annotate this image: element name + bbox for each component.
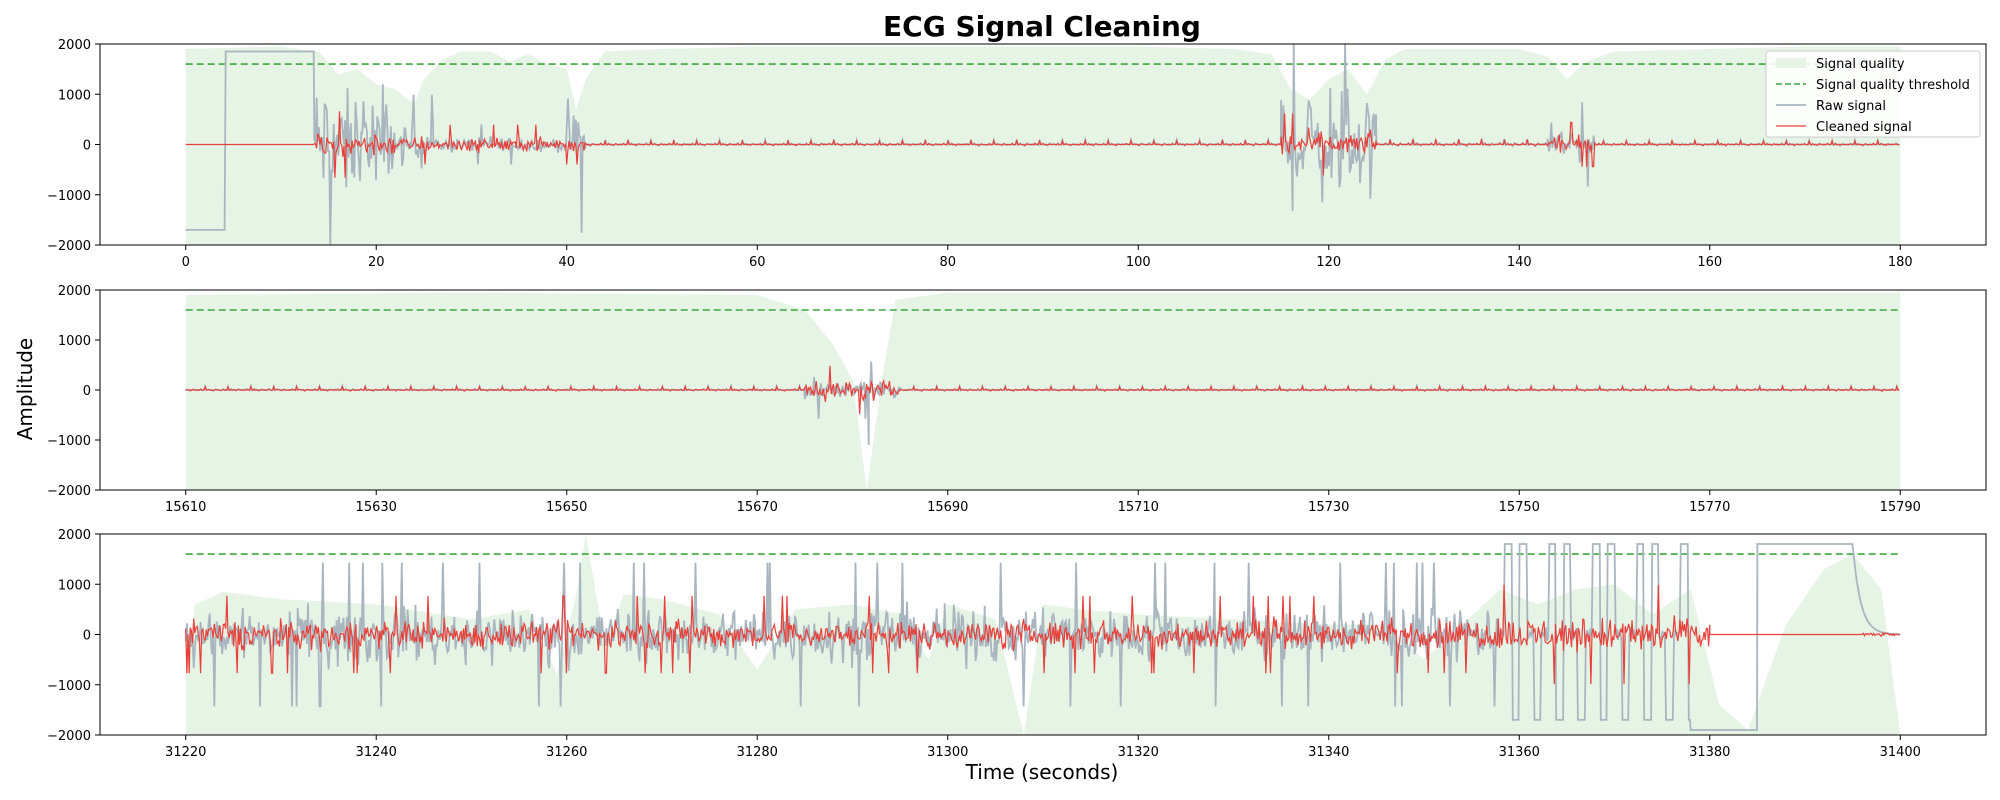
x-tick-label: 180 (1888, 255, 1913, 270)
subplots: 0 20 40 60 80 100 120 140 160 180 −2000 −1000 0 1000 2… (47, 38, 1987, 760)
chart-title: ECG Signal Cleaning (883, 10, 1201, 43)
y-tick-label: 1000 (58, 334, 91, 349)
cleaned-signal-line (185, 584, 1901, 685)
legend-item: Signal quality (1776, 57, 1905, 72)
x-tick-label: 160 (1697, 255, 1722, 270)
x-tick-label: 15670 (737, 500, 778, 515)
y-tick-label: −2000 (47, 239, 91, 254)
x-axis-label: Time (seconds) (965, 760, 1119, 784)
x-tick-label: 15710 (1118, 500, 1159, 515)
x-tick-label: 15610 (165, 500, 206, 515)
x-tick-label: 15730 (1308, 500, 1349, 515)
x-tick-label: 20 (368, 255, 385, 270)
x-tick-label: 80 (939, 255, 956, 270)
legend-label: Raw signal (1816, 99, 1886, 114)
x-tick-label: 31400 (1880, 745, 1921, 760)
y-tick-label: −1000 (47, 434, 91, 449)
y-tick-label: 2000 (58, 528, 91, 543)
signal-quality-area (185, 46, 1901, 245)
signal-quality-area (185, 292, 1901, 490)
cleaned-signal-line (185, 111, 1900, 178)
x-tick-label: 0 (182, 255, 190, 270)
y-tick-label: −1000 (47, 679, 91, 694)
y-tick-label: 2000 (58, 38, 91, 53)
subplot-1: 0 20 40 60 80 100 120 140 160 180 −2000 −1000 0 1000 2… (47, 38, 1987, 270)
x-tick-label: 120 (1316, 255, 1341, 270)
y-axis-label: Amplitude (13, 338, 37, 441)
x-tick-label: 60 (749, 255, 766, 270)
legend-item: Raw signal (1776, 99, 1886, 114)
x-tick-label: 15770 (1689, 500, 1730, 515)
y-tick-label: −2000 (47, 484, 91, 499)
cleaned-signal-line (185, 365, 1900, 415)
subplot-2: 15610 15630 15650 15670 15690 15710 15730 15750… (47, 284, 1987, 515)
x-tick-label: 31280 (737, 745, 778, 760)
y-tick-label: 1000 (58, 578, 91, 593)
x-tick-label: 31380 (1689, 745, 1730, 760)
x-tick-label: 31220 (165, 745, 206, 760)
y-tick-label: 0 (83, 139, 91, 154)
x-tick-label: 31300 (927, 745, 968, 760)
x-tick-label: 31340 (1308, 745, 1349, 760)
y-tick-label: 1000 (58, 88, 91, 103)
y-tick-label: −2000 (47, 729, 91, 744)
x-tick-label: 100 (1126, 255, 1151, 270)
x-tick-label: 31260 (546, 745, 587, 760)
legend-label: Signal quality (1816, 57, 1905, 72)
legend-item: Cleaned signal (1776, 120, 1912, 135)
x-tick-label: 31240 (356, 745, 397, 760)
x-tick-label: 15650 (546, 500, 587, 515)
y-tick-label: −1000 (47, 189, 91, 204)
legend-item: Signal quality threshold (1776, 78, 1970, 93)
x-tick-label: 15630 (356, 500, 397, 515)
y-tick-label: 0 (83, 629, 91, 644)
x-tick-label: 40 (558, 255, 575, 270)
legend-label: Cleaned signal (1816, 120, 1912, 135)
x-tick-label: 31320 (1118, 745, 1159, 760)
subplot-3: 31220 31240 31260 31280 31300 31320 31340 31360… (47, 528, 1987, 760)
legend-swatch (1776, 58, 1806, 68)
x-tick-label: 15750 (1499, 500, 1540, 515)
legend-label: Signal quality threshold (1816, 78, 1970, 93)
x-tick-label: 31360 (1499, 745, 1540, 760)
y-tick-label: 2000 (58, 284, 91, 299)
legend: Signal quality Signal quality threshold Ra… (1765, 50, 1981, 138)
x-tick-label: 140 (1507, 255, 1532, 270)
legend-box (1765, 50, 1981, 138)
x-tick-label: 15690 (927, 500, 968, 515)
y-tick-label: 0 (83, 384, 91, 399)
x-tick-label: 15790 (1880, 500, 1921, 515)
